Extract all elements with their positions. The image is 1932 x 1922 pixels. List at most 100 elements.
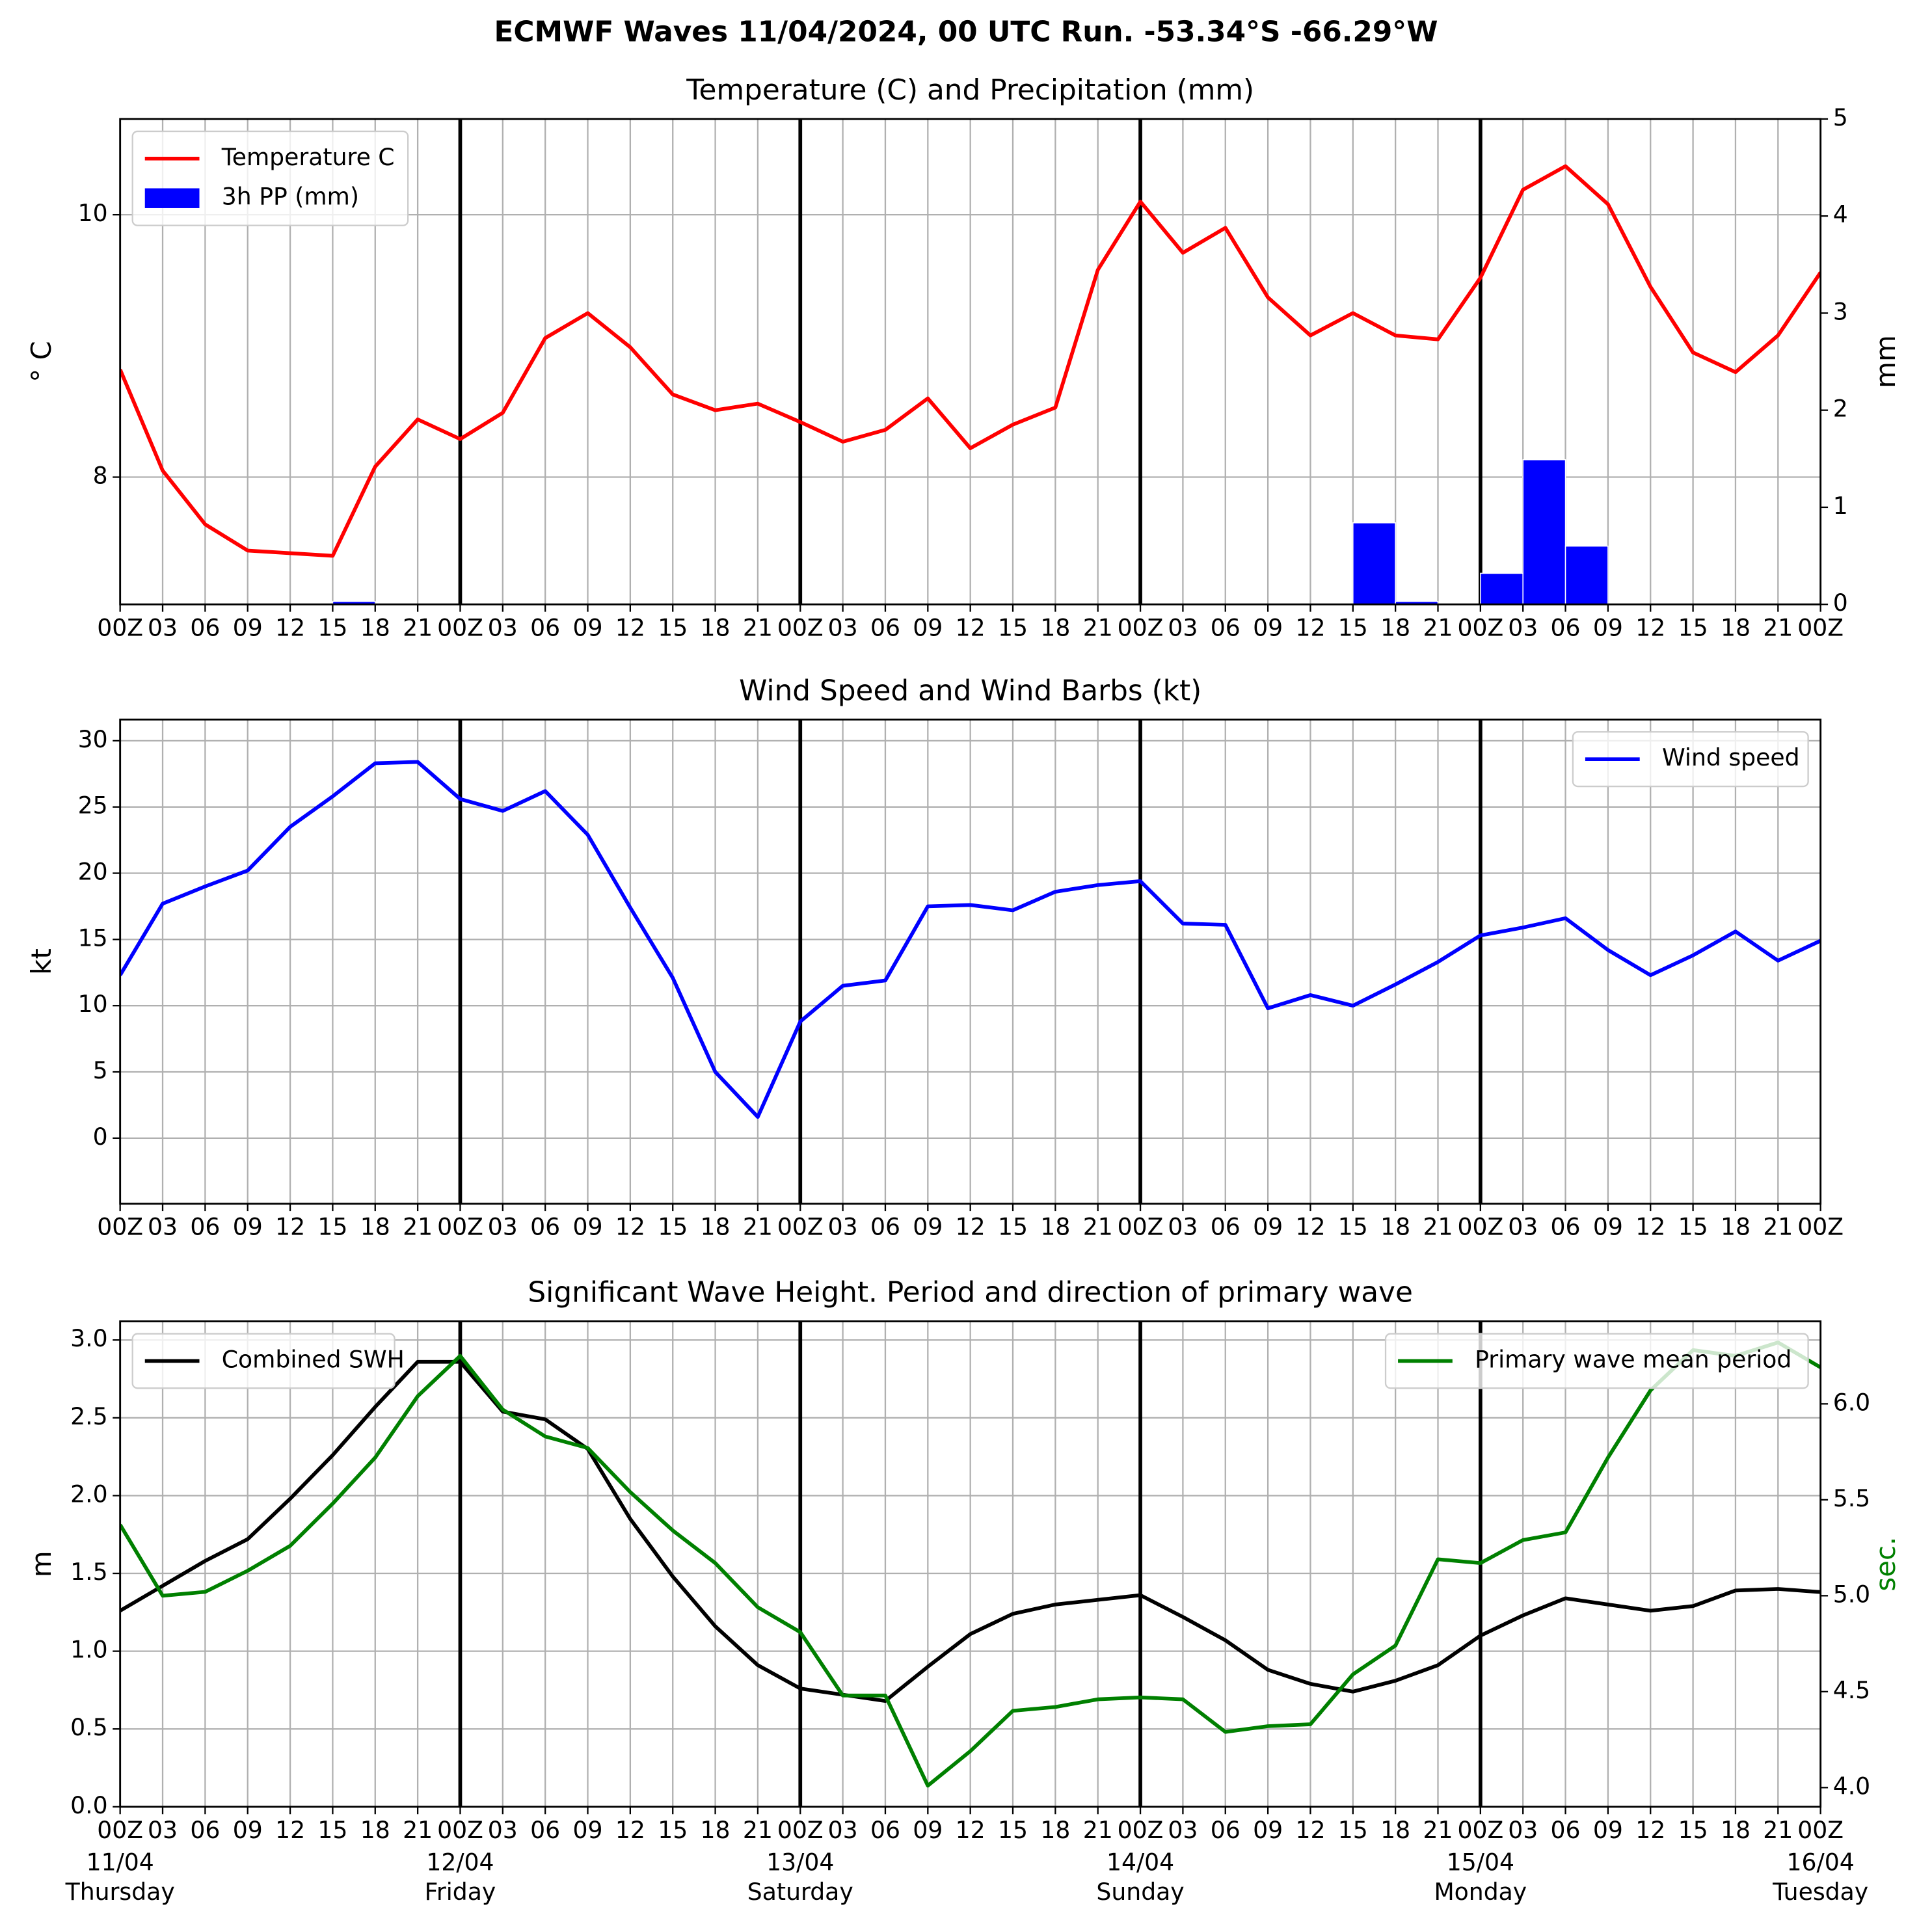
x-tick-label: 00Z <box>1118 613 1164 641</box>
x-tick-label: 03 <box>1168 613 1198 641</box>
y-tick-label: 8 <box>93 462 108 490</box>
x-tick-label: 06 <box>1211 1816 1241 1844</box>
x-tick-label: 12 <box>275 1213 305 1241</box>
x-tick-label: 15 <box>1678 1816 1708 1844</box>
y2-axis-label: sec. <box>1870 1537 1901 1592</box>
day-label: Tuesday <box>1772 1878 1868 1906</box>
x-tick-label: 00Z <box>97 1213 143 1241</box>
x-tick-label: 12 <box>1295 1816 1325 1844</box>
x-tick-label: 09 <box>1593 613 1623 641</box>
x-tick-label: 00Z <box>97 1816 143 1844</box>
y-tick-label: 2.5 <box>70 1402 108 1430</box>
x-tick-label: 18 <box>1380 1816 1410 1844</box>
x-tick-label: 21 <box>743 1816 773 1844</box>
plot-area <box>120 1341 1821 1788</box>
x-tick-label: 18 <box>1040 613 1070 641</box>
panel-title: Wind Speed and Wind Barbs (kt) <box>739 674 1201 707</box>
y2-tick-label: 4.5 <box>1833 1676 1871 1704</box>
x-tick-label: 06 <box>870 613 900 641</box>
x-tick-label: 09 <box>573 613 603 641</box>
x-tick-label: 06 <box>870 1816 900 1844</box>
x-tick-label: 09 <box>1593 1816 1623 1844</box>
x-tick-label: 06 <box>1551 613 1581 641</box>
x-tick-label: 18 <box>360 1213 390 1241</box>
x-tick-label: 06 <box>1551 1816 1581 1844</box>
x-tick-label: 06 <box>1211 613 1241 641</box>
bar <box>1352 522 1396 605</box>
y-tick-label: 25 <box>78 792 108 820</box>
legend-label: 3h PP (mm) <box>222 183 359 211</box>
x-tick-label: 18 <box>701 1213 731 1241</box>
legend-box <box>131 130 409 226</box>
x-tick-label: 00Z <box>1797 1816 1844 1844</box>
bar <box>1395 600 1439 605</box>
x-tick-label: 15 <box>998 1816 1028 1844</box>
x-tick-label: 03 <box>148 1816 178 1844</box>
x-tick-label: 06 <box>870 1213 900 1241</box>
x-tick-label: 09 <box>913 1816 943 1844</box>
x-tick-label: 18 <box>1040 1213 1070 1241</box>
x-tick-label: 00Z <box>1457 1816 1503 1844</box>
x-tick-label: 00Z <box>1797 613 1844 641</box>
date-label: 12/04 <box>426 1848 494 1876</box>
x-tick-label: 09 <box>1593 1213 1623 1241</box>
x-tick-label: 03 <box>828 1816 858 1844</box>
x-tick-label: 00Z <box>777 1213 824 1241</box>
x-tick-label: 12 <box>1635 1213 1665 1241</box>
x-tick-label: 15 <box>317 1213 347 1241</box>
x-tick-label: 15 <box>1678 613 1708 641</box>
figure-title: ECMWF Waves 11/04/2024, 00 UTC Run. -53.… <box>494 16 1438 49</box>
y-axis-label: ° C <box>25 341 57 382</box>
x-tick-label: 03 <box>488 613 518 641</box>
x-tick-label: 03 <box>488 1213 518 1241</box>
x-tick-label: 12 <box>956 613 986 641</box>
x-tick-label: 09 <box>1253 613 1283 641</box>
x-tick-label: 21 <box>743 613 773 641</box>
x-tick-label: 06 <box>530 1213 560 1241</box>
x-tick-label: 18 <box>1721 613 1751 641</box>
x-tick-label: 03 <box>1168 1213 1198 1241</box>
y-tick-label: 5 <box>93 1056 108 1084</box>
x-tick-label: 00Z <box>777 1816 824 1844</box>
y2-tick-label: 5 <box>1833 103 1848 131</box>
legend-swatch <box>144 188 200 208</box>
x-tick-label: 21 <box>403 1213 433 1241</box>
date-label: 15/04 <box>1447 1848 1514 1876</box>
date-label: 16/04 <box>1787 1848 1855 1876</box>
panel-title: Temperature (C) and Precipitation (mm) <box>686 73 1254 107</box>
axes-frame <box>119 1320 1822 1808</box>
x-tick-label: 18 <box>360 613 390 641</box>
day-label: Saturday <box>747 1878 853 1906</box>
x-tick-label: 06 <box>530 1816 560 1844</box>
x-tick-label: 00Z <box>777 613 824 641</box>
legend-box <box>1384 1333 1809 1389</box>
x-tick-label: 00Z <box>437 1213 483 1241</box>
x-tick-label: 21 <box>1083 613 1113 641</box>
x-tick-label: 09 <box>913 1213 943 1241</box>
x-tick-label: 09 <box>1253 1816 1283 1844</box>
x-tick-label: 06 <box>1211 1213 1241 1241</box>
x-tick-label: 21 <box>743 1213 773 1241</box>
x-tick-label: 15 <box>998 613 1028 641</box>
x-tick-label: 21 <box>1083 1816 1113 1844</box>
x-tick-label: 12 <box>1635 1816 1665 1844</box>
x-tick-label: 18 <box>1380 1213 1410 1241</box>
x-tick-label: 09 <box>573 1816 603 1844</box>
x-tick-label: 00Z <box>1457 613 1503 641</box>
y-tick-label: 15 <box>78 924 108 952</box>
x-tick-label: 15 <box>1338 613 1368 641</box>
panel-title: Significant Wave Height. Period and dire… <box>528 1276 1412 1309</box>
legend-box <box>1572 731 1809 788</box>
x-tick-label: 03 <box>1508 613 1538 641</box>
x-tick-label: 15 <box>317 613 347 641</box>
bar <box>1480 572 1523 605</box>
x-tick-label: 12 <box>956 1816 986 1844</box>
day-label: Sunday <box>1096 1878 1184 1906</box>
x-tick-label: 00Z <box>437 1816 483 1844</box>
x-tick-label: 09 <box>233 1816 263 1844</box>
x-tick-label: 12 <box>275 1816 305 1844</box>
y2-tick-label: 0 <box>1833 589 1848 617</box>
x-tick-label: 12 <box>956 1213 986 1241</box>
x-tick-label: 09 <box>913 613 943 641</box>
